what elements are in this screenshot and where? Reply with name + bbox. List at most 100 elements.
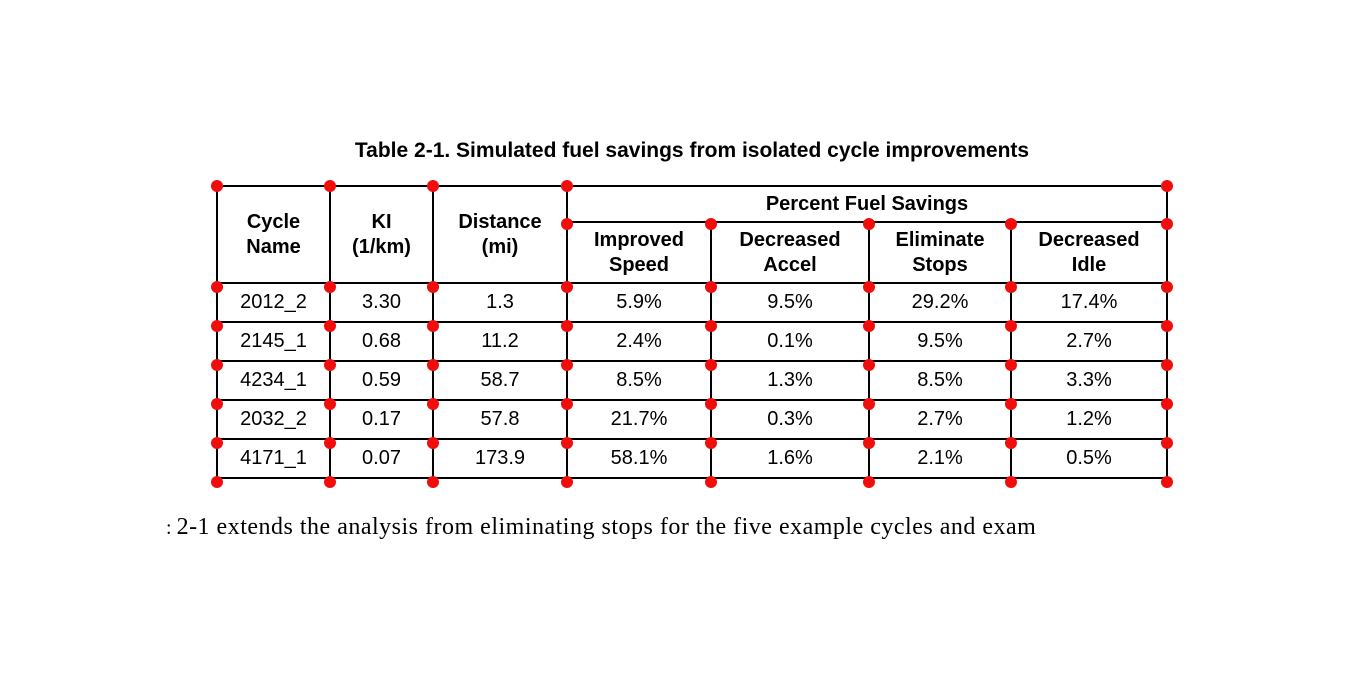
- table-corner-marker-dot: [863, 476, 875, 488]
- table-corner-marker-dot: [427, 320, 439, 332]
- table-cell: 173.9: [432, 438, 568, 479]
- table-cell: 57.8: [432, 399, 568, 440]
- table-corner-marker-dot: [1161, 180, 1173, 192]
- col-header-cycle-name: Cycle Name: [216, 185, 331, 284]
- table-corner-marker-dot: [705, 281, 717, 293]
- table-corner-marker-dot: [1161, 437, 1173, 449]
- table-corner-marker-dot: [427, 281, 439, 293]
- table-corner-marker-dot: [1005, 359, 1017, 371]
- table-row: 2145_1 0.68 11.2 2.4% 0.1% 9.5% 2.7%: [216, 321, 1168, 362]
- table-corner-marker-dot: [561, 476, 573, 488]
- table-cell: 4171_1: [216, 438, 331, 479]
- table-corner-marker-dot: [427, 437, 439, 449]
- table-cell: 1.3: [432, 282, 568, 323]
- table-cell: 2.1%: [868, 438, 1012, 479]
- table-corner-marker-dot: [211, 180, 223, 192]
- table-corner-marker-dot: [427, 180, 439, 192]
- table-cell: 0.5%: [1010, 438, 1168, 479]
- table-cell: 8.5%: [868, 360, 1012, 401]
- table-cell: 9.5%: [868, 321, 1012, 362]
- table-corner-marker-dot: [211, 359, 223, 371]
- table-cell: 58.1%: [566, 438, 712, 479]
- table-row: 2012_2 3.30 1.3 5.9% 9.5% 29.2% 17.4%: [216, 282, 1168, 323]
- table-corner-marker-dot: [324, 398, 336, 410]
- col-header-decreased-idle: Decreased Idle: [1010, 221, 1168, 284]
- table-header: Cycle Name KI (1/km) Distance (mi) Perce…: [216, 185, 1168, 284]
- table-cell: 3.30: [329, 282, 434, 323]
- header-line: KI: [371, 210, 392, 233]
- table-corner-marker-dot: [705, 218, 717, 230]
- header-line: Stops: [912, 253, 968, 276]
- table-corner-marker-dot: [863, 359, 875, 371]
- table-cell: 4234_1: [216, 360, 331, 401]
- table-cell: 11.2: [432, 321, 568, 362]
- body-text-line: :2-1 extends the analysis from eliminati…: [166, 514, 1036, 541]
- table-corner-marker-dot: [705, 437, 717, 449]
- table-corner-marker-dot: [561, 218, 573, 230]
- table-corner-marker-dot: [427, 398, 439, 410]
- table-corner-marker-dot: [561, 320, 573, 332]
- table-cell: 0.07: [329, 438, 434, 479]
- header-line: Decreased: [1038, 228, 1140, 251]
- table-cell: 17.4%: [1010, 282, 1168, 323]
- col-header-ki: KI (1/km): [329, 185, 434, 284]
- table-corner-marker-dot: [211, 320, 223, 332]
- header-line: Speed: [608, 253, 670, 276]
- table-corner-marker-dot: [1005, 437, 1017, 449]
- header-row-top: Cycle Name KI (1/km) Distance (mi) Perce…: [216, 185, 1168, 284]
- clipped-character-fragment: :: [166, 517, 172, 539]
- table-cell: 21.7%: [566, 399, 712, 440]
- table-corner-marker-dot: [1161, 320, 1173, 332]
- table-corner-marker-dot: [1005, 476, 1017, 488]
- table-cell: 2145_1: [216, 321, 331, 362]
- table-corner-marker-dot: [863, 437, 875, 449]
- table-corner-marker-dot: [863, 320, 875, 332]
- header-line: (mi): [481, 235, 519, 258]
- fuel-savings-table: Cycle Name KI (1/km) Distance (mi) Perce…: [216, 185, 1168, 479]
- table-title: Table 2-1. Simulated fuel savings from i…: [354, 139, 1030, 162]
- table-corner-marker-dot: [211, 398, 223, 410]
- header-row-sub: Improved Speed Decreased Accel Eliminate…: [217, 221, 1168, 284]
- table-cell: 3.3%: [1010, 360, 1168, 401]
- table-corner-marker-dot: [324, 476, 336, 488]
- table-cell: 1.3%: [710, 360, 870, 401]
- table-corner-marker-dot: [1161, 359, 1173, 371]
- table-corner-marker-dot: [324, 320, 336, 332]
- table-cell: 0.1%: [710, 321, 870, 362]
- table-corner-marker-dot: [1161, 218, 1173, 230]
- table-corner-marker-dot: [705, 398, 717, 410]
- table-corner-marker-dot: [863, 398, 875, 410]
- table-corner-marker-dot: [324, 359, 336, 371]
- table-corner-marker-dot: [705, 359, 717, 371]
- table-corner-marker-dot: [427, 476, 439, 488]
- table-corner-marker-dot: [324, 437, 336, 449]
- table-corner-marker-dot: [1161, 476, 1173, 488]
- col-group-header-percent-fuel-savings: Percent Fuel Savings: [566, 185, 1168, 223]
- table-row: 2032_2 0.17 57.8 21.7% 0.3% 2.7% 1.2%: [216, 399, 1168, 440]
- table-corner-marker-dot: [1161, 398, 1173, 410]
- table-cell: 29.2%: [868, 282, 1012, 323]
- col-header-eliminate-stops: Eliminate Stops: [868, 221, 1012, 284]
- table-corner-marker-dot: [561, 281, 573, 293]
- header-line: Improved: [593, 228, 685, 251]
- table-row: 4171_1 0.07 173.9 58.1% 1.6% 2.1% 0.5%: [216, 438, 1168, 479]
- table-cell: 0.68: [329, 321, 434, 362]
- table-cell: 2032_2: [216, 399, 331, 440]
- table-corner-marker-dot: [561, 398, 573, 410]
- table-cell: 58.7: [432, 360, 568, 401]
- table-corner-marker-dot: [1005, 398, 1017, 410]
- table-corner-marker-dot: [1005, 320, 1017, 332]
- table-corner-marker-dot: [1005, 281, 1017, 293]
- header-line: Idle: [1071, 253, 1107, 276]
- table-corner-marker-dot: [561, 437, 573, 449]
- table-cell: 9.5%: [710, 282, 870, 323]
- table-cell: 0.17: [329, 399, 434, 440]
- table-corner-marker-dot: [863, 218, 875, 230]
- table-cell: 2.4%: [566, 321, 712, 362]
- table-cell: 0.59: [329, 360, 434, 401]
- table-cell: 5.9%: [566, 282, 712, 323]
- table-cell: 2.7%: [868, 399, 1012, 440]
- table-cell: 1.2%: [1010, 399, 1168, 440]
- header-line: Decreased: [739, 228, 841, 251]
